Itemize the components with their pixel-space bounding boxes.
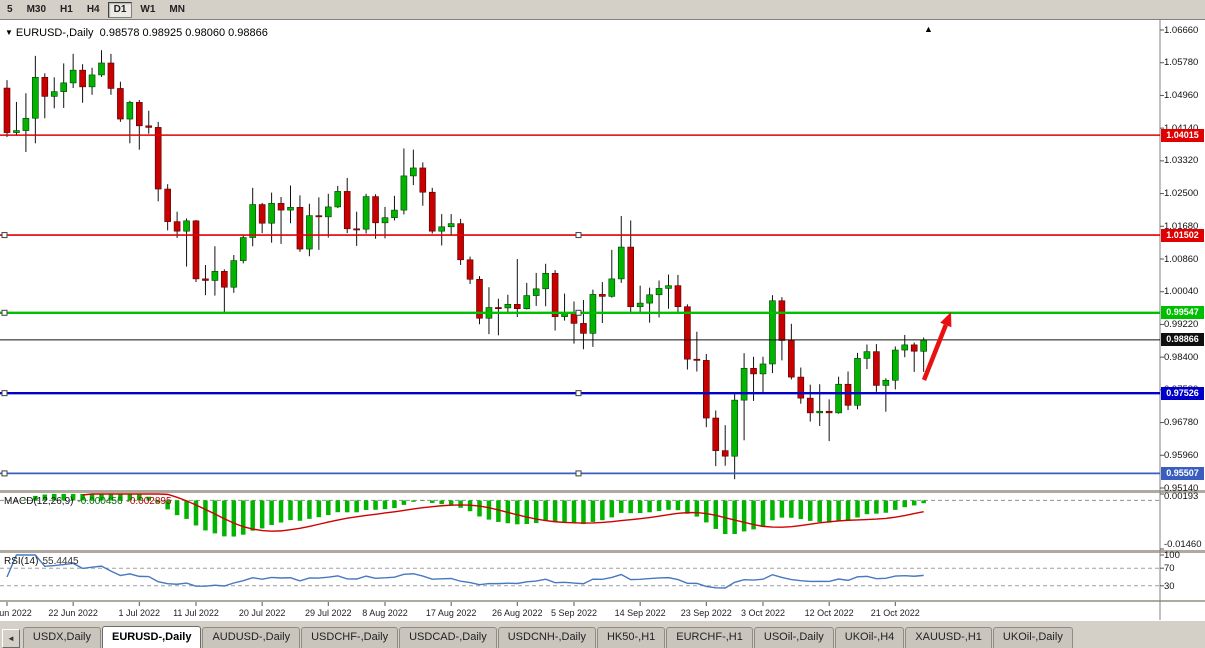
dropdown-arrow-icon: ▼ (5, 28, 13, 37)
tab-scroll-left-button[interactable]: ◄ (2, 629, 20, 648)
chart-tab-bar: ◄ USDX,Daily EURUSD-,Daily AUDUSD-,Daily… (0, 620, 1205, 648)
tf-button-m30[interactable]: M30 (20, 1, 53, 18)
line-handle[interactable] (1, 309, 8, 316)
rsi-value: 55.4445 (42, 556, 79, 567)
rsi-line (6, 554, 924, 589)
chart-canvas[interactable] (0, 20, 1205, 620)
line-handle[interactable] (1, 390, 8, 397)
tab-hk50-h1[interactable]: HK50-,H1 (596, 627, 666, 648)
macd-value-main: -0.000456 (77, 496, 123, 507)
tab-eurusd-daily[interactable]: EURUSD-,Daily (102, 626, 202, 648)
tab-eurchf-h1[interactable]: EURCHF-,H1 (666, 627, 753, 648)
line-handle[interactable] (575, 232, 582, 239)
tf-button-m5[interactable]: 5 (1, 1, 19, 18)
tf-button-w1[interactable]: W1 (134, 1, 162, 18)
line-handle[interactable] (575, 309, 582, 316)
chart-window[interactable]: ▼ EURUSD-,Daily 0.98578 0.98925 0.98060 0… (0, 20, 1205, 620)
tab-ukoil-h4[interactable]: UKOil-,H4 (834, 627, 905, 648)
macd-label: MACD(12,26,9) -0.000456 -0.002895 (4, 496, 172, 507)
chart-shift-marker-icon[interactable]: ▲ (924, 24, 933, 34)
tab-usdcnh-daily[interactable]: USDCNH-,Daily (497, 627, 596, 648)
tab-xauusd-h1[interactable]: XAUUSD-,H1 (905, 627, 992, 648)
rsi-name: RSI(14) (4, 556, 39, 567)
ohlc-values: 0.98578 0.98925 0.98060 0.98866 (99, 27, 268, 39)
tab-usdchf-daily[interactable]: USDCHF-,Daily (301, 627, 399, 648)
timeframe-toolbar: 5 M30 H1 H4 D1 W1 MN (0, 0, 1205, 20)
trend-arrow[interactable] (921, 324, 948, 381)
symbol-header: ▼ EURUSD-,Daily 0.98578 0.98925 0.98060 0… (5, 27, 268, 39)
tab-usdcad-daily[interactable]: USDCAD-,Daily (399, 627, 497, 648)
line-handle[interactable] (1, 232, 8, 239)
tab-audusd-daily[interactable]: AUDUSD-,Daily (202, 627, 301, 648)
candlesticks (3, 50, 927, 480)
macd-name: MACD(12,26,9) (4, 496, 74, 507)
tf-button-h1[interactable]: H1 (54, 1, 79, 18)
tf-button-h4[interactable]: H4 (80, 1, 106, 18)
tab-usdx-daily[interactable]: USDX,Daily (22, 627, 101, 648)
trend-arrow-head[interactable] (940, 312, 952, 328)
tab-usoil-daily[interactable]: USOil-,Daily (753, 627, 834, 648)
pane-divider[interactable] (0, 550, 1205, 553)
line-handle[interactable] (575, 470, 582, 477)
macd-signal-line (82, 493, 924, 532)
tf-button-mn[interactable]: MN (163, 1, 191, 18)
line-handle[interactable] (575, 390, 582, 397)
rsi-label: RSI(14) 55.4445 (4, 556, 79, 567)
line-handle[interactable] (1, 470, 8, 477)
tf-button-d1[interactable]: D1 (107, 1, 133, 18)
pane-divider[interactable] (0, 490, 1205, 493)
macd-histogram (14, 494, 926, 537)
tab-ukoil-daily[interactable]: UKOil-,Daily (992, 627, 1073, 648)
pane-divider[interactable] (0, 600, 1205, 602)
macd-value-signal: -0.002895 (126, 496, 172, 507)
symbol-name: EURUSD-,Daily (15, 27, 94, 39)
